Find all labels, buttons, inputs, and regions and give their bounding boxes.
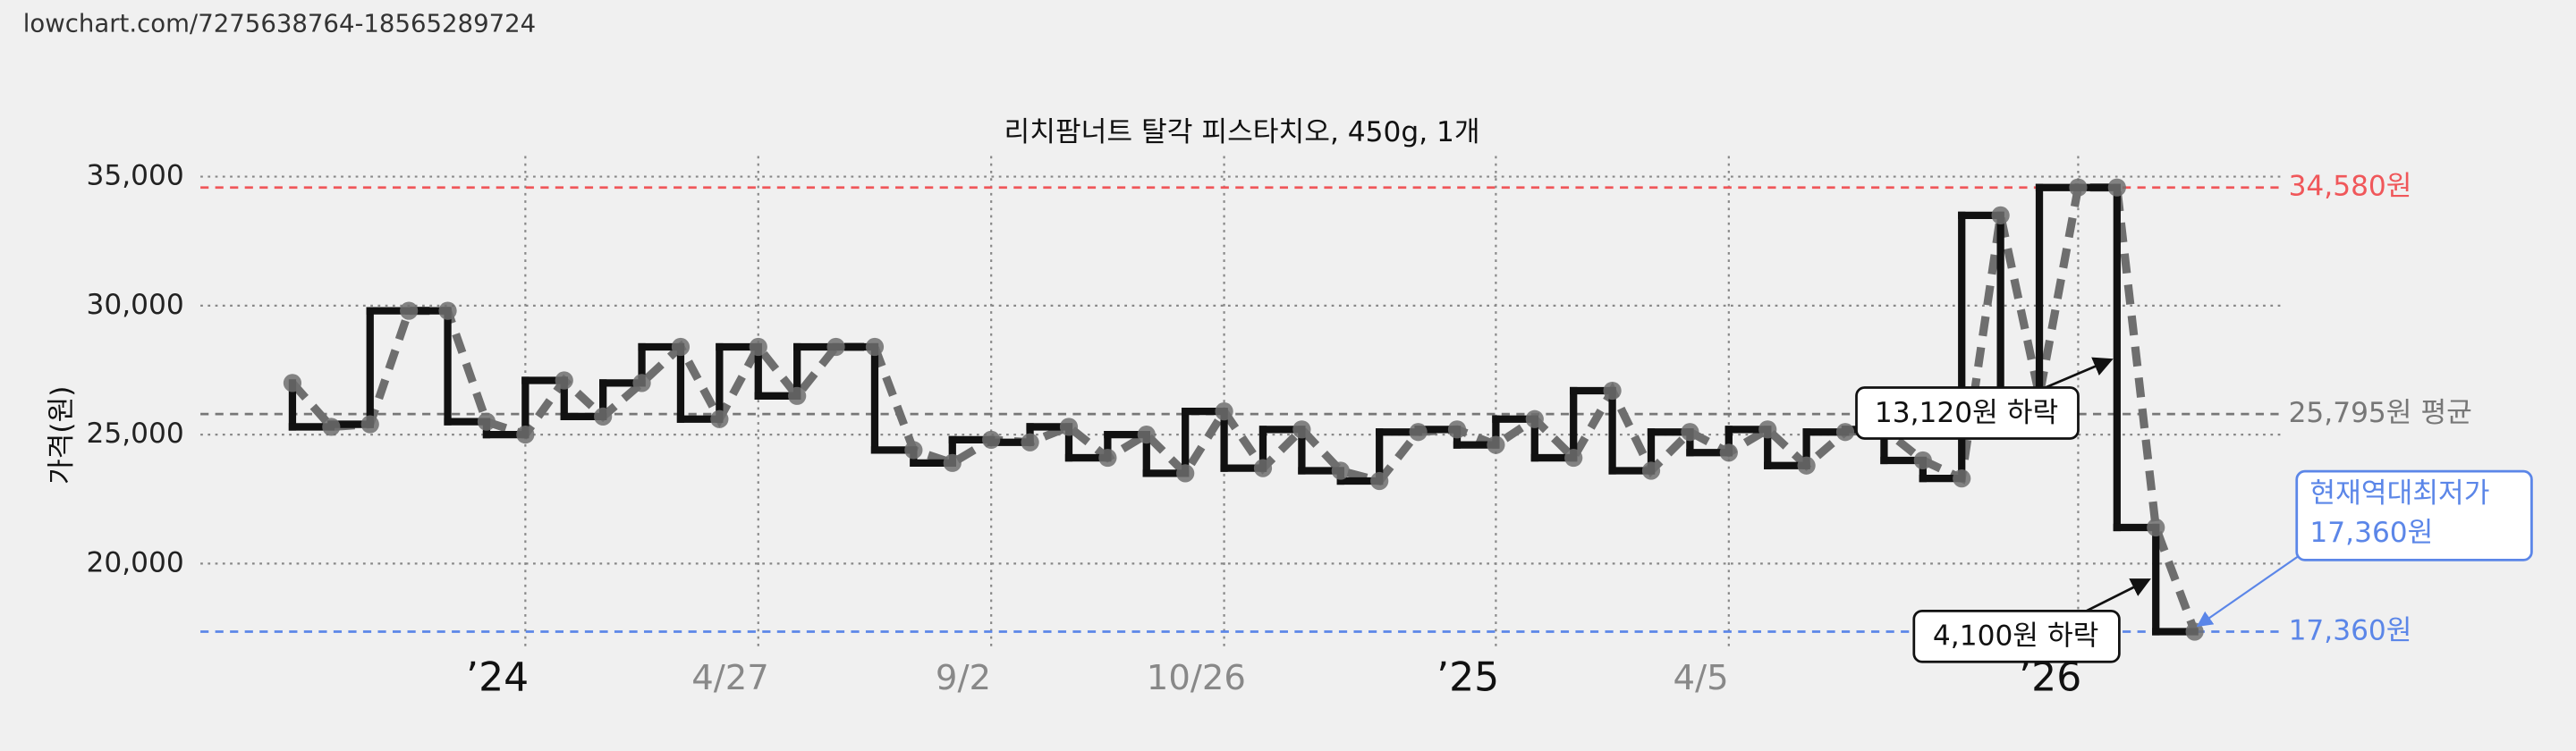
x-tick-label: 4/5 <box>1674 658 1729 698</box>
price-point <box>788 386 807 405</box>
price-point <box>1564 448 1583 468</box>
annotation-box <box>2295 469 2533 561</box>
price-point <box>477 412 496 431</box>
x-tick-label: 4/27 <box>691 658 769 698</box>
price-point <box>1098 448 1117 468</box>
url: lowchart.com/7275638764-18565289724 <box>23 10 536 38</box>
price-point <box>1331 461 1350 480</box>
annotation-text: 17,360원 <box>2309 517 2433 549</box>
price-point <box>2185 622 2204 641</box>
x-tick-label: 9/2 <box>936 658 991 698</box>
price-point <box>1292 420 1311 439</box>
annotation-arrow <box>2196 553 2301 628</box>
price-point <box>1253 459 1273 477</box>
price-point <box>671 337 691 357</box>
price-point <box>943 453 962 472</box>
price-point <box>1719 443 1738 462</box>
price-point <box>632 374 651 392</box>
price-point <box>710 409 729 428</box>
price-point <box>322 418 341 436</box>
annotation-arrow <box>2045 357 2114 389</box>
price-point <box>1215 402 1233 421</box>
chart-title: 리치팜너트 탈각 피스타치오, 450g, 1개 <box>1004 116 1479 148</box>
price-point <box>1835 423 1855 442</box>
price-point <box>1370 471 1389 491</box>
price-point <box>516 425 535 444</box>
price-point <box>2147 518 2165 537</box>
x-tick-label: ’25 <box>1436 654 1499 700</box>
x-tick-label: 10/26 <box>1147 658 1246 698</box>
price-point <box>438 301 457 320</box>
price-point <box>1797 456 1816 475</box>
price-point <box>1681 423 1699 442</box>
price-point <box>1409 423 1428 442</box>
annotation-box <box>1855 386 2080 440</box>
price-point <box>1487 435 1505 454</box>
reference-label: 34,580원 <box>2289 171 2412 203</box>
price-point <box>555 371 573 390</box>
price-point <box>1913 451 1932 470</box>
y-tick-label: 35,000 <box>86 160 183 192</box>
annotation-text: 13,120원 하락 <box>1875 397 2058 429</box>
price-point <box>2107 178 2126 197</box>
price-point <box>865 337 885 357</box>
y-tick-label: 20,000 <box>86 546 183 578</box>
price-point <box>1758 420 1777 439</box>
price-point <box>1525 409 1544 428</box>
annotation-text: 4,100원 하락 <box>1933 620 2098 653</box>
price-point <box>2069 178 2088 197</box>
price-point <box>904 441 923 460</box>
price-point <box>1603 381 1622 401</box>
y-axis-label: 가격(원) <box>46 386 78 485</box>
x-tick-label: ’24 <box>466 654 529 700</box>
price-point <box>360 415 379 434</box>
y-tick-label: 30,000 <box>86 289 183 321</box>
annotation-text: 현재역대최저가 <box>2309 477 2489 510</box>
price-point <box>826 337 845 357</box>
price-point <box>1137 425 1156 444</box>
price-point <box>1447 420 1467 439</box>
price-point <box>1021 433 1039 451</box>
price-point <box>1641 461 1661 480</box>
price-point <box>749 337 767 357</box>
price-point <box>982 430 1001 449</box>
y-tick-label: 25,000 <box>86 418 183 450</box>
price-point <box>594 407 613 426</box>
price-point <box>1953 469 1971 488</box>
reference-label: 17,360원 <box>2289 615 2412 647</box>
price-point <box>400 301 419 320</box>
annotation-arrow <box>2086 578 2151 612</box>
price-point <box>1991 206 2010 224</box>
reference-label: 25,795원 평균 <box>2289 397 2472 429</box>
price-point <box>1059 418 1079 436</box>
price-point <box>1176 464 1195 483</box>
annotation-box <box>1912 609 2121 663</box>
price-point <box>283 374 302 392</box>
